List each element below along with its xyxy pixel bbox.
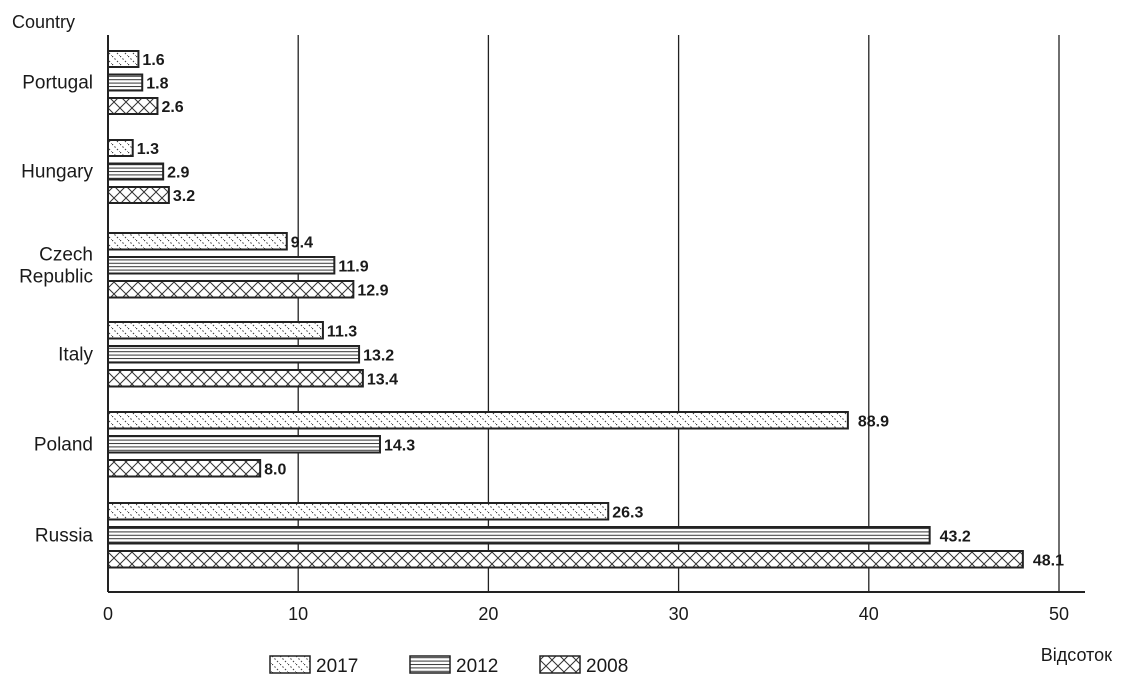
grid-lines [107, 35, 1085, 593]
data-label: 26.3 [612, 505, 643, 522]
legend-item-2017: 2017 [269, 655, 358, 677]
data-label: 88.9 [858, 414, 889, 431]
bar-2017 [107, 502, 610, 521]
bar-2012 [107, 526, 931, 545]
bar-2017 [107, 411, 849, 430]
data-label: 2.9 [167, 165, 189, 182]
category-label: Poland [34, 434, 93, 455]
data-label: 13.2 [363, 348, 394, 365]
x-tick-label: 10 [288, 604, 308, 624]
legend-item-2008: 2008 [539, 655, 628, 677]
category-label: Russia [35, 525, 94, 546]
bar-2008 [107, 186, 170, 204]
bar-2017 [107, 50, 140, 68]
bar-2012 [107, 162, 165, 181]
data-label: 1.8 [146, 76, 168, 93]
bar-2017 [107, 232, 288, 251]
legend-label: 2012 [456, 656, 498, 677]
category-label: Hungary [21, 162, 93, 183]
x-tick-labels: 0 10 20 30 40 50 [103, 604, 1069, 624]
x-axis-title: Відсоток [1041, 645, 1112, 665]
x-tick-label: 30 [669, 604, 689, 624]
bar-2012 [107, 256, 336, 275]
category-labels: Portugal Hungary Czech Republic Italy Poland R… [19, 73, 93, 547]
data-label: 12.9 [357, 283, 388, 300]
legend-swatch [539, 655, 581, 674]
bar-2017 [107, 321, 324, 340]
category-label: Italy [58, 344, 93, 365]
legend-swatch [409, 655, 451, 674]
value-labels: 1.6 1.8 2.6 1.3 2.9 3.2 9.4 11.9 12.9 11.3 13.2 13.… [137, 52, 1064, 570]
bar-2008 [107, 97, 159, 115]
x-tick-label: 20 [478, 604, 498, 624]
legend-swatch [269, 655, 311, 674]
data-label: 11.9 [338, 259, 368, 276]
bar-2017 [107, 139, 134, 157]
data-label: 2.6 [161, 99, 183, 116]
bar-2008 [107, 369, 364, 388]
bar-2012 [107, 435, 381, 454]
x-tick-label: 0 [103, 604, 113, 624]
legend: 2017 2012 2008 [269, 655, 628, 677]
bar-2008 [107, 459, 262, 478]
x-tick-label: 40 [859, 604, 879, 624]
data-label: 13.4 [367, 372, 398, 389]
legend-item-2012: 2012 [409, 655, 498, 677]
bar-2012 [107, 345, 361, 364]
data-label: 9.4 [291, 235, 313, 252]
bar-2012 [107, 73, 144, 92]
category-label: Czech Republic [19, 244, 93, 287]
bar-2008 [107, 550, 1024, 569]
y-axis-title: Country [12, 12, 75, 32]
legend-label: 2017 [316, 656, 358, 677]
x-tick-label: 50 [1049, 604, 1069, 624]
bars [107, 50, 1024, 569]
data-label: 1.6 [142, 52, 164, 69]
legend-label: 2008 [586, 656, 628, 677]
data-label: 14.3 [384, 438, 415, 455]
data-label: 1.3 [137, 141, 159, 158]
bar-2008 [107, 280, 355, 299]
data-label: 11.3 [327, 324, 357, 341]
data-label: 3.2 [173, 188, 195, 205]
data-label: 8.0 [264, 462, 286, 479]
data-label: 48.1 [1033, 553, 1064, 570]
data-label: 43.2 [940, 529, 971, 546]
category-label: Portugal [22, 73, 93, 94]
